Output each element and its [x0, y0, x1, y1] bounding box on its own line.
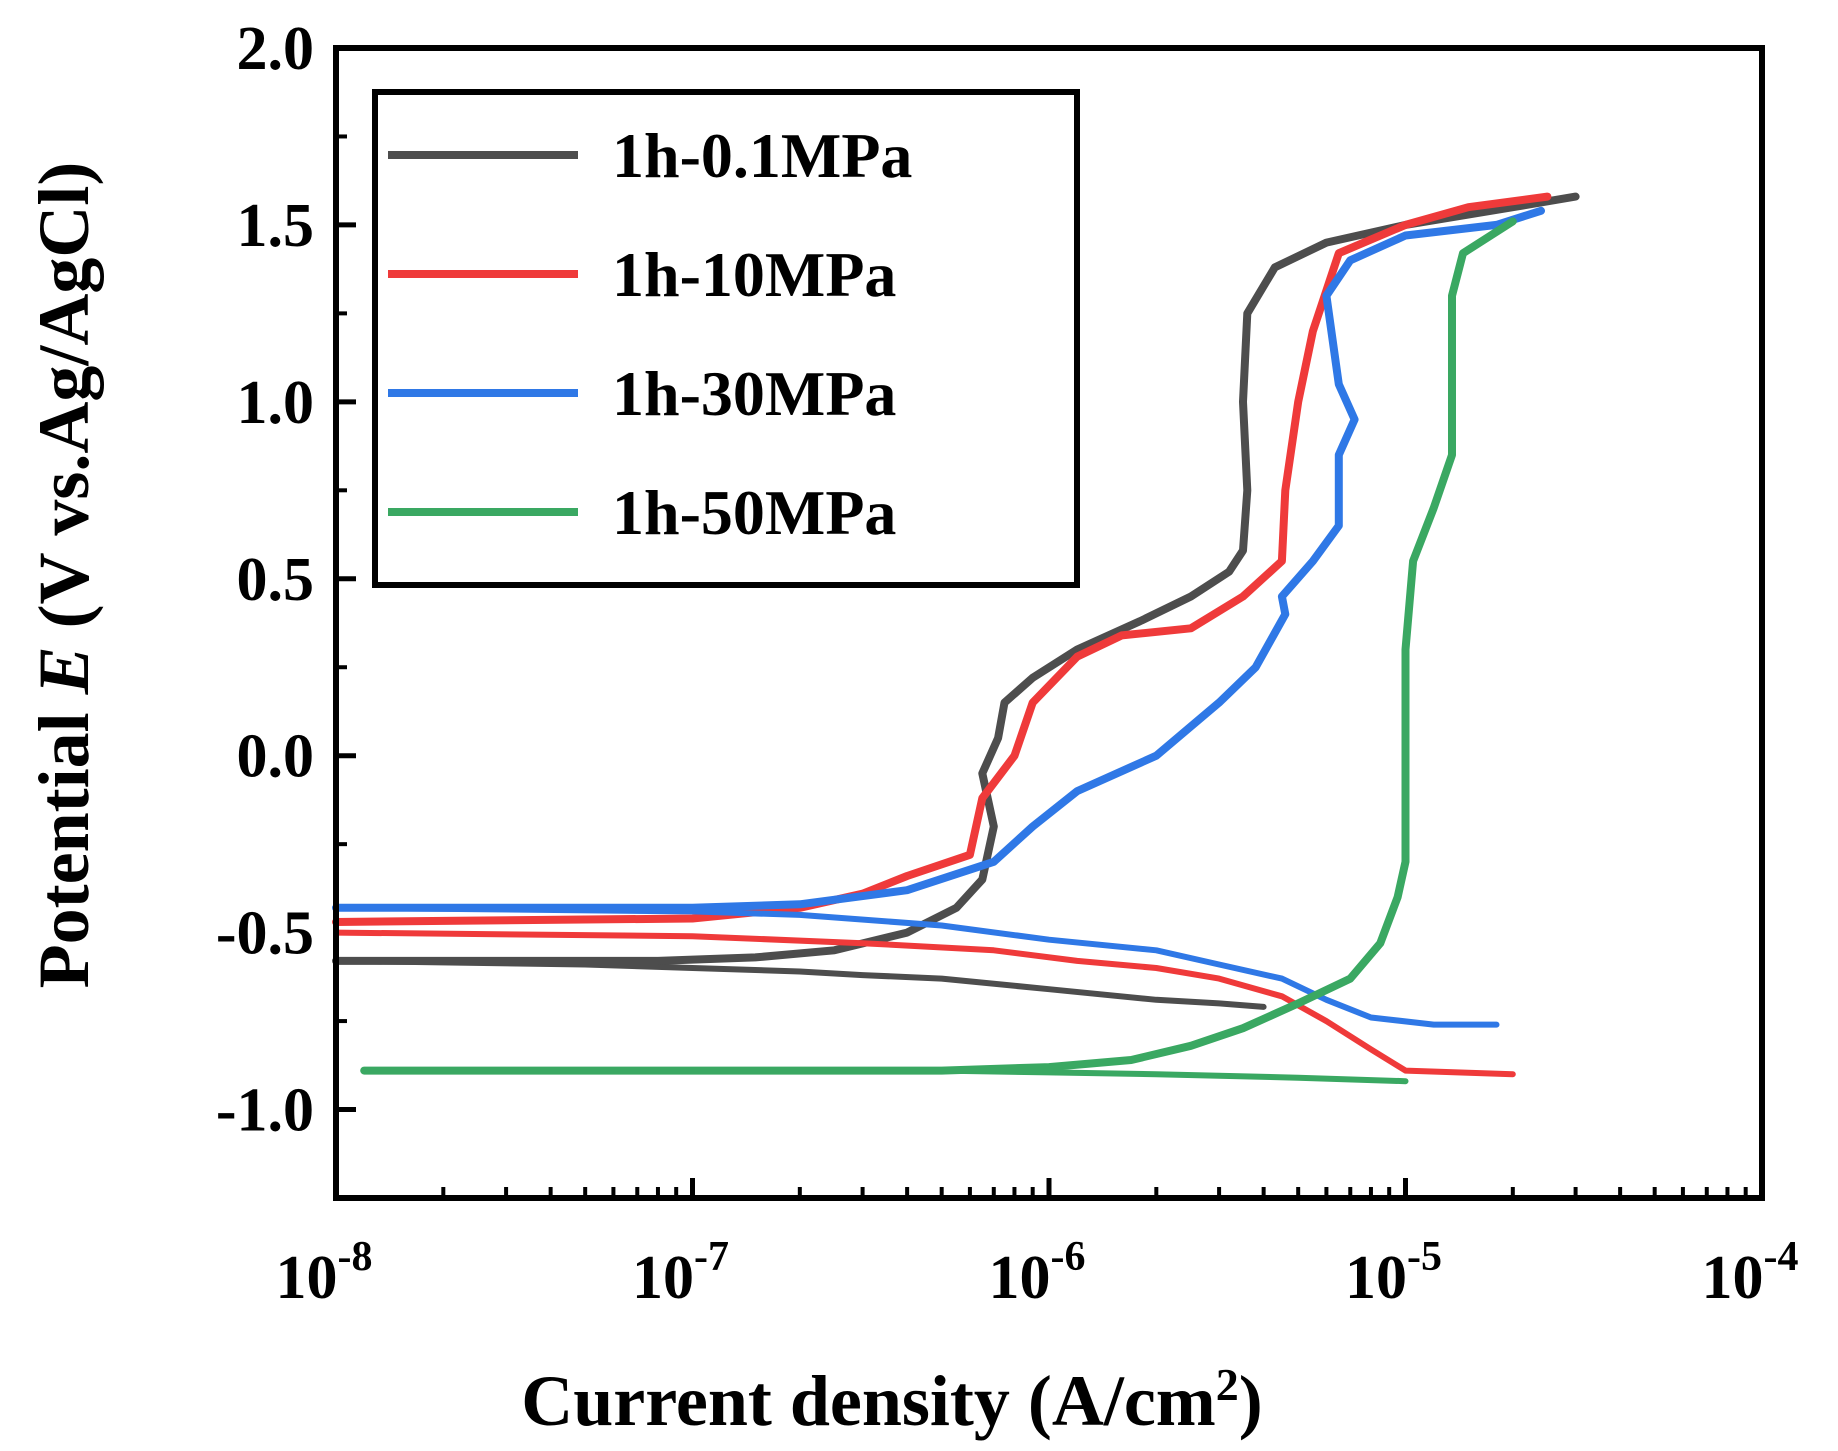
legend-box	[372, 89, 1080, 588]
series-layer	[332, 192, 1580, 1085]
plot-frame	[333, 45, 1765, 1201]
y-tick-label: 1.5	[237, 192, 315, 260]
tick-layer: -1.0 -0.5 0.0 0.5 1.0 1.5 2.0 10-8 10-7 10-6 10-5 1…	[216, 15, 1799, 1312]
x-tick-label: 10-6	[989, 1234, 1086, 1312]
series-line-anodic	[332, 206, 1545, 912]
y-axis-title: Potential E (V vs.Ag/AgCl)	[24, 162, 104, 989]
legend-label: 1h-50MPa	[612, 477, 896, 548]
y-tick-label: -0.5	[216, 900, 314, 968]
series-line-cathodic	[333, 957, 1267, 1010]
series-line-anodic	[332, 192, 1580, 965]
series-1h-30MPa	[332, 206, 1545, 1028]
legend: 1h-0.1MPa 1h-10MPa 1h-30MPa 1h-50MPa	[372, 89, 1080, 588]
series-line-anodic	[360, 217, 1517, 1075]
legend-item: 1h-50MPa	[388, 477, 896, 548]
y-tick-label: 0.0	[237, 723, 315, 791]
x-tick-label: 10-7	[632, 1234, 729, 1312]
legend-item: 1h-30MPa	[388, 358, 896, 429]
series-1h-50MPa	[360, 217, 1517, 1085]
series-line-cathodic	[333, 904, 1500, 1028]
legend-label: 1h-0.1MPa	[612, 120, 912, 191]
x-axis-title: Current density (A/cm2)	[521, 1359, 1263, 1442]
series-1h-10MPa	[332, 192, 1552, 1078]
series-line-anodic	[332, 192, 1552, 926]
legend-items: 1h-0.1MPa 1h-10MPa 1h-30MPa 1h-50MPa	[388, 120, 912, 548]
x-tick-label: 10-4	[1702, 1234, 1799, 1312]
legend-label: 1h-10MPa	[612, 239, 896, 310]
legend-label: 1h-30MPa	[612, 358, 896, 429]
y-tick-label: 1.0	[237, 369, 315, 437]
series-1h-0.1MPa	[332, 192, 1580, 1010]
series-line-cathodic	[333, 929, 1516, 1078]
y-tick-label: 0.5	[237, 546, 315, 614]
legend-item: 1h-10MPa	[388, 239, 896, 310]
legend-item: 1h-0.1MPa	[388, 120, 912, 191]
y-tick-label: -1.0	[216, 1077, 314, 1145]
x-tick-label: 10-5	[1345, 1234, 1442, 1312]
y-tick-label: 2.0	[237, 15, 315, 83]
x-tick-label: 10-8	[276, 1234, 373, 1312]
